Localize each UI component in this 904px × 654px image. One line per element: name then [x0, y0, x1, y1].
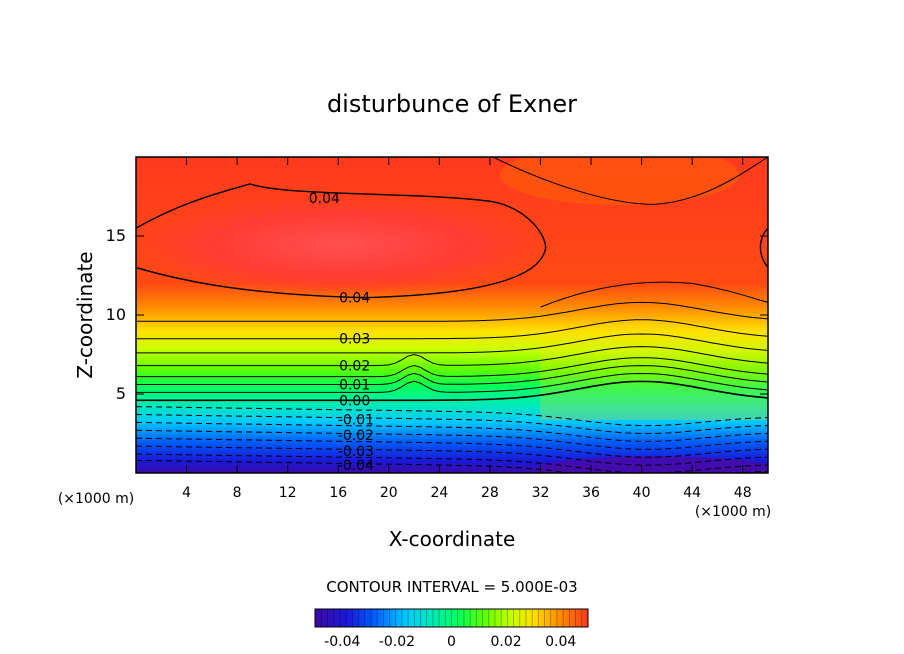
contour-line-upper: [491, 157, 768, 205]
colorbar-tick-label: 0: [447, 634, 456, 650]
purple-min-region: [535, 456, 768, 473]
contour-label: 0.04: [309, 191, 340, 207]
contour-field: [136, 157, 768, 473]
colorbar-stripes: [314, 609, 589, 627]
contour-line: [136, 406, 768, 427]
x-tick-label: 28: [481, 485, 499, 501]
x-tick-label: 8: [233, 485, 242, 501]
colorbar-tick-label: -0.04: [324, 634, 360, 650]
contour-line: [136, 459, 768, 473]
green-bulge: [540, 319, 768, 420]
contour-line: [136, 380, 768, 402]
x-tick-label: 16: [329, 485, 347, 501]
contour-line: [136, 333, 768, 354]
x-tick-label: 12: [279, 485, 297, 501]
contour-label: -0.01: [338, 412, 374, 428]
contour-line: [136, 421, 768, 442]
x-tick-label: 44: [683, 485, 701, 501]
contour-interval-text: CONTOUR INTERVAL = 5.000E-03: [326, 578, 577, 596]
x-tick-label: 36: [582, 485, 600, 501]
contour-line: [136, 414, 768, 434]
chart-title: disturbunce of Exner: [327, 90, 577, 118]
x-tick-label: 24: [430, 485, 448, 501]
colorbar-tick-label: 0.04: [545, 634, 576, 650]
contour-labels: 0.04 0.04 0.03 0.02 0.010.00 -0.01-0.02-0.03-…: [309, 191, 374, 474]
colorbar-tick-label: -0.02: [379, 634, 415, 650]
contour-line: [136, 372, 768, 393]
y-tick-label: 5: [116, 384, 126, 403]
x-tick-label: 48: [734, 485, 752, 501]
contour-label: 0.00: [339, 393, 370, 409]
contour-line: [136, 301, 768, 322]
contour-label: 0.04: [339, 291, 370, 307]
contour-line: [136, 346, 768, 367]
contour-line-004-loop: [136, 183, 547, 299]
y-tick-label: 15: [106, 226, 126, 245]
contour-label: 0.02: [339, 359, 370, 375]
contour-label: 0.01: [339, 378, 370, 394]
contour-line: [136, 437, 768, 458]
x-tick-label: 32: [532, 485, 550, 501]
colorbar: -0.04 -0.02 0 0.02 0.04: [314, 608, 589, 650]
contour-line: [136, 445, 768, 466]
y-axis-label: Z-coordinate: [73, 251, 97, 378]
x-tick-label: 4: [182, 485, 191, 501]
x-unit-label-right: (×1000 m): [695, 504, 771, 520]
upper-orange-region: [500, 157, 740, 205]
x-axis-label: X-coordinate: [389, 527, 516, 551]
x-tick-label: 20: [380, 485, 398, 501]
x-tick-label: 40: [633, 485, 651, 501]
core-max: [136, 195, 550, 295]
colorbar-frame: [314, 608, 589, 628]
x-axis-ticks: 4 8 12 16 20 24 28 32 36 40 44 48: [182, 157, 752, 501]
colorbar-fill: [315, 609, 588, 627]
contour-line-004-right: [759, 227, 768, 269]
contour-line: [136, 453, 768, 473]
contour-line: [136, 429, 768, 450]
contour-label: -0.03: [338, 444, 374, 460]
y-axis-ticks: 5 10 15: [106, 226, 768, 403]
colorbar-tick-labels: -0.04 -0.02 0 0.02 0.04: [324, 634, 576, 650]
y-tick-label: 10: [106, 305, 126, 324]
contour-label: -0.04: [338, 458, 374, 474]
contour-label: -0.02: [338, 428, 374, 444]
x-unit-label-left: (×1000 m): [58, 491, 134, 507]
contour-line: [136, 319, 768, 340]
contour-label: 0.03: [339, 332, 370, 348]
contour-line-mid: [540, 281, 768, 308]
contour-line: [136, 365, 768, 385]
colorbar-tick-label: 0.02: [491, 634, 522, 650]
contour-line: [136, 357, 768, 378]
contour-lines: [136, 157, 768, 473]
